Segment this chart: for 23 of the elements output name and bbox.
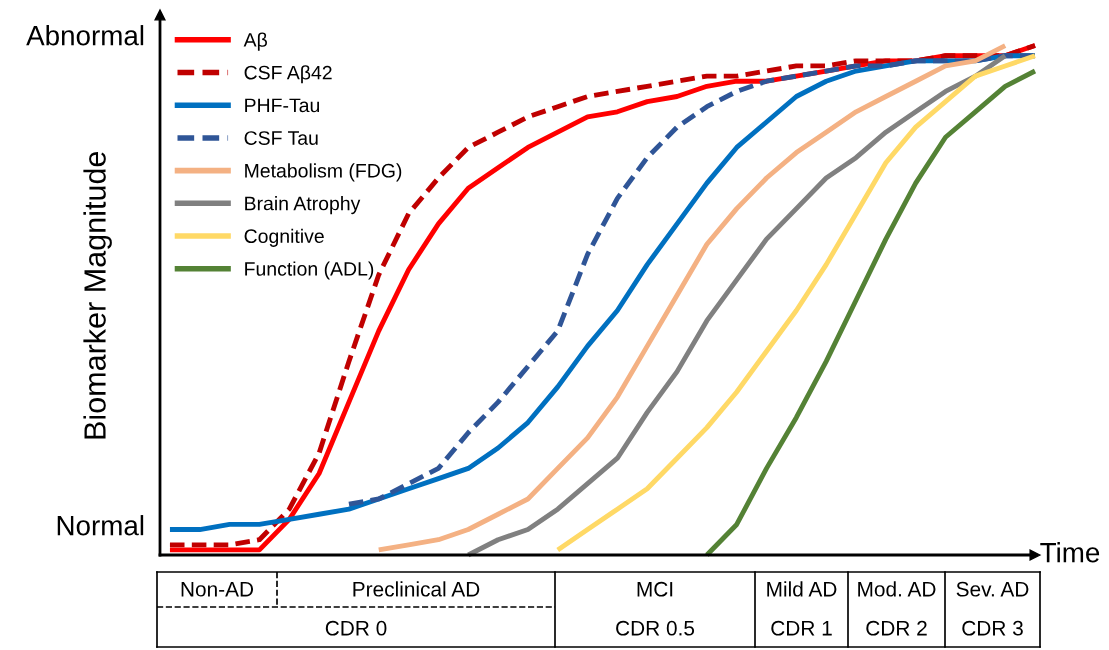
text: MCI <box>637 581 673 597</box>
x-axis-title: Time <box>1040 542 1100 563</box>
text: Mild AD <box>767 581 837 597</box>
text: Non-AD <box>181 582 254 597</box>
legend-label: PHF-Tau <box>245 98 320 113</box>
text: CDR 2 <box>866 620 927 636</box>
legend-label: CSF Aβ42 <box>244 65 332 84</box>
legend-label: CSF Tau <box>244 131 318 145</box>
text: Mod. AD <box>858 581 936 597</box>
legend-label: Aβ <box>243 32 267 51</box>
legend-label: Brain Atrophy <box>245 196 361 215</box>
text: CDR 0.5 <box>616 620 695 636</box>
text: Normal <box>57 515 144 536</box>
text: CDR 3 <box>962 620 1023 636</box>
text: CDR 0 <box>325 620 387 636</box>
text: CDR 1 <box>771 620 832 636</box>
y-axis-title: Biomarker Magnitude <box>83 151 112 439</box>
text: Sev. AD <box>956 581 1029 597</box>
text: Preclinical AD <box>353 581 480 597</box>
legend-label: Metabolism (FDG) <box>245 163 402 182</box>
legend-label: Cognitive <box>244 228 324 247</box>
text: Abnormal <box>26 25 144 46</box>
legend-label: Function (ADL) <box>245 261 374 280</box>
